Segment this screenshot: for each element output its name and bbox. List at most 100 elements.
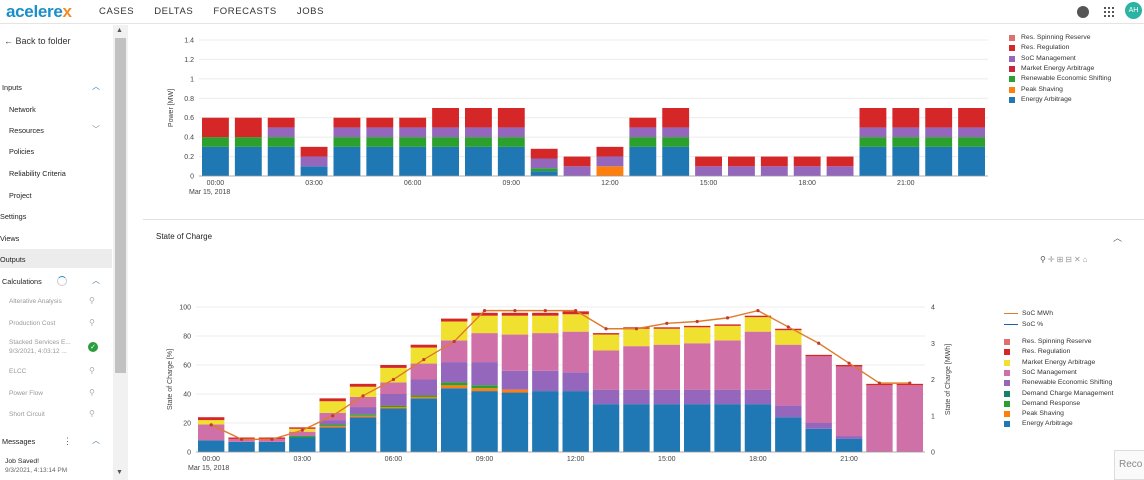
home-icon[interactable]: ⌂ [1082, 255, 1090, 264]
bar-segment [471, 333, 498, 363]
sidebar-item-calculations[interactable]: Calculations [2, 277, 42, 286]
y-tick-label: 0.4 [184, 135, 194, 142]
run-icon[interactable]: ⚲ [89, 409, 95, 418]
bar-segment [859, 108, 887, 128]
bar-segment [562, 372, 589, 392]
zoom-icon[interactable]: ⚲ [1040, 255, 1048, 264]
bar-segment [695, 156, 722, 167]
sidebar-item-network[interactable]: Network [9, 105, 36, 114]
sidebar-item-views[interactable]: Views [0, 234, 20, 243]
bar-segment [441, 388, 468, 452]
more-vert-icon[interactable]: ⋮ [63, 436, 72, 446]
bar-segment [958, 137, 985, 147]
run-icon[interactable]: ⚲ [89, 296, 95, 305]
run-icon[interactable]: ⚲ [89, 388, 95, 397]
bar-segment [349, 386, 377, 397]
sidebar-scroll-thumb[interactable] [115, 38, 126, 373]
run-icon[interactable]: ⚲ [89, 366, 95, 375]
nav-jobs[interactable]: JOBS [296, 6, 325, 17]
bar-segment [432, 137, 459, 147]
zoom-in-icon[interactable]: ⊞ [1056, 255, 1066, 264]
sidebar-item-inputs[interactable]: Inputs [2, 83, 22, 92]
bar-segment [300, 166, 328, 176]
bar-segment [892, 146, 920, 176]
pan-icon[interactable]: ✛ [1047, 255, 1057, 264]
sidebar-item-policies[interactable]: Policies [9, 147, 35, 156]
apps-grid-icon[interactable] [1104, 7, 1114, 17]
sidebar-item-project[interactable]: Project [9, 191, 32, 200]
bar-segment [728, 166, 755, 176]
bar-segment [258, 441, 286, 452]
bar-segment [380, 382, 407, 394]
bar-segment [410, 379, 437, 396]
y2-tick-label: 2 [931, 377, 935, 384]
bar-segment [653, 328, 680, 345]
avatar[interactable]: AH [1125, 2, 1142, 19]
globe-icon[interactable] [1077, 6, 1089, 18]
calc-item-power-flow[interactable]: Power Flow [9, 390, 43, 397]
bar-segment [366, 146, 394, 176]
loading-spinner-icon [57, 276, 67, 286]
nav-cases[interactable]: CASES [99, 6, 135, 17]
bar-segment [501, 392, 529, 452]
bar-segment [501, 370, 529, 390]
bar-segment [695, 166, 722, 176]
calc-item-alternative[interactable]: Alterative Analysis [9, 298, 62, 305]
bar-segment [530, 168, 558, 172]
chevron-up-icon[interactable]: ︿ [92, 436, 100, 445]
nav-forecasts[interactable]: FORECASTS [213, 6, 277, 17]
bar-segment [744, 331, 772, 390]
bar-segment [471, 388, 498, 392]
recaptcha-badge[interactable]: Reco [1114, 450, 1144, 480]
bar-segment [714, 389, 741, 405]
legend-swatch [1009, 96, 1015, 103]
nav-deltas[interactable]: DELTAS [154, 6, 194, 17]
bar-segment [267, 146, 295, 176]
bar-segment [775, 417, 802, 452]
soc-mwh-line [210, 309, 910, 441]
x-tick-label: 03:00 [305, 180, 323, 187]
bar-segment [380, 394, 407, 406]
bar-segment [653, 327, 680, 329]
legend-label: Renewable Economic Shifting [1021, 75, 1112, 83]
calc-item-stacked-services[interactable]: Stacked Services E... [9, 339, 71, 346]
bar-segment [410, 347, 437, 364]
bar-segment [714, 324, 741, 326]
chevron-up-icon[interactable]: ︿ [92, 276, 100, 285]
legend-label: SoC % [1022, 321, 1044, 328]
legend-swatch [1009, 55, 1015, 62]
collapse-chevron-icon[interactable]: ︿ [1113, 233, 1123, 243]
y2-axis-label: State of Charge [MWh] [945, 344, 952, 415]
sidebar-item-messages[interactable]: Messages [2, 437, 36, 446]
bar-segment [333, 127, 361, 138]
scroll-down-icon[interactable]: ▼ [116, 469, 123, 476]
bar-segment [234, 146, 262, 176]
sidebar-item-settings[interactable]: Settings [0, 212, 27, 221]
bar-segment [228, 441, 255, 452]
calc-item-production-cost[interactable]: Production Cost [9, 320, 56, 327]
chevron-down-icon[interactable]: ﹀ [92, 125, 100, 134]
bar-segment [410, 363, 437, 380]
autoscale-icon[interactable]: ✕ [1073, 255, 1083, 264]
bar-segment [333, 117, 361, 128]
legend-swatch [1009, 45, 1015, 52]
chevron-up-icon[interactable]: ︿ [92, 82, 100, 91]
legend-label: SoC Management [1022, 368, 1077, 376]
soc-mwh-point [817, 341, 821, 345]
calc-item-short-circuit[interactable]: Short Circuit [9, 411, 45, 418]
bar-segment [497, 108, 525, 128]
sidebar-item-resources[interactable]: Resources [9, 126, 44, 135]
logo[interactable]: acelerex [6, 2, 72, 21]
bar-segment [662, 146, 690, 176]
run-icon[interactable]: ⚲ [89, 318, 95, 327]
power-chart: 0 0.2 0.4 0.6 0.8 1 1.2 1.4 Power [MW] 00:00 03:00… [168, 38, 988, 196]
sidebar-item-reliability[interactable]: Reliability Criteria [9, 169, 66, 178]
chart-toolbar: ⚲✛⊞⊟✕⌂ [1040, 255, 1090, 264]
calc-item-elcc[interactable]: ELCC [9, 368, 27, 375]
scroll-up-icon[interactable]: ▲ [116, 27, 123, 34]
sidebar-item-outputs[interactable]: Outputs [0, 255, 26, 264]
bar-segment [380, 405, 407, 408]
back-to-folder-link[interactable]: ← Back to folder [4, 36, 71, 46]
zoom-out-icon[interactable]: ⊟ [1065, 255, 1074, 264]
y-tick-label: 0 [187, 450, 191, 457]
